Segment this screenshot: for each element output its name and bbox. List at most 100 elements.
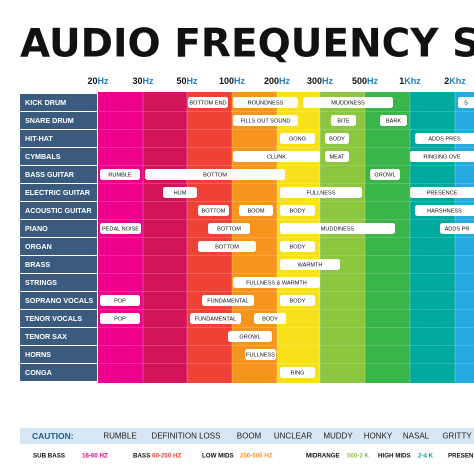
frequency-label: 200Hz	[264, 76, 291, 86]
row-label: PIANO	[25, 224, 48, 233]
tag-box	[331, 115, 356, 126]
frequency-number: 500	[352, 76, 367, 86]
tag-box	[100, 295, 140, 306]
frequency-number: 300	[307, 76, 322, 86]
caution-label: CAUTION:	[32, 431, 74, 441]
tag-label: MUDDINESS	[321, 226, 355, 232]
tag-box	[145, 169, 285, 180]
row-label: HORNS	[25, 350, 51, 359]
range-name: PRESEN	[448, 453, 474, 460]
row-label: HIT-HAT	[25, 134, 53, 143]
row-label: STRINGS	[25, 278, 57, 287]
tag-label: S	[464, 100, 468, 106]
row-label: CYMBALS	[25, 152, 61, 161]
tag-label: BOTTOM	[215, 244, 239, 250]
tag-label: WARMTH	[298, 262, 323, 268]
tag-box	[380, 115, 407, 126]
tag-label: RUMBLE	[108, 172, 132, 178]
title: AUDIO FREQUENCY SPECTRUM	[20, 22, 474, 67]
tag-label: POP	[114, 298, 126, 304]
row-label-cell	[20, 238, 97, 255]
tag-box	[280, 259, 340, 270]
caution-item: MUDDY	[323, 432, 353, 441]
caution-bar	[20, 428, 474, 444]
tag-label: BARK	[386, 118, 402, 124]
spectrum-band	[455, 92, 474, 383]
tag-box	[280, 223, 395, 234]
row-label: BASS GUITAR	[25, 170, 75, 179]
row-label-cell	[20, 202, 97, 219]
tag-box	[370, 169, 400, 180]
tag-label: BITE	[337, 118, 350, 124]
tag-box	[280, 367, 315, 378]
row-label-cell	[20, 94, 97, 111]
tag-box	[190, 313, 241, 324]
tag-label: FULLNESS & WARMTH	[246, 280, 307, 286]
tag-label: BOTTOM END	[189, 100, 226, 106]
tag-label: ROUNDNESS	[248, 100, 284, 106]
tag-label: FUNDAMENTAL	[195, 316, 237, 322]
frequency-label: 2Khz	[444, 76, 466, 86]
row-label: TENOR SAX	[25, 332, 67, 341]
tag-label: BOTTOM	[202, 208, 226, 214]
tag-label: GROWL	[239, 334, 260, 340]
tag-box	[208, 223, 250, 234]
tag-box	[280, 241, 315, 252]
frequency-number: 2	[444, 76, 449, 86]
range-value: 16-60 HZ	[82, 453, 108, 460]
row-label-cell	[20, 364, 97, 381]
tag-label: FULLNESS	[246, 352, 275, 358]
caution-item: RUMBLE	[103, 432, 136, 441]
caution-item: HONKY	[364, 432, 393, 441]
tag-label: BOTTOM	[217, 226, 241, 232]
range-name: SUB BASS	[33, 453, 65, 460]
tag-box	[280, 295, 315, 306]
tag-box	[228, 331, 272, 342]
tag-label: HARSHNESS	[427, 208, 462, 214]
tag-label: POP	[114, 316, 126, 322]
frequency-unit: Hz	[143, 76, 154, 86]
row-label-cell	[20, 112, 97, 129]
row-label: CONGA	[25, 368, 52, 377]
spectrum-band	[365, 92, 410, 383]
tag-label: BOOM	[247, 208, 264, 214]
caution-item: NASAL	[403, 432, 430, 441]
row-label: ELECTRIC GUITAR	[25, 188, 91, 197]
tag-label: BODY	[329, 136, 345, 142]
row-label-cell	[20, 130, 97, 147]
frequency-unit: Hz	[187, 76, 198, 86]
row-label-cell	[20, 184, 97, 201]
frequency-number: 50	[176, 76, 186, 86]
frequency-number: 200	[264, 76, 279, 86]
row-label-cell	[20, 256, 97, 273]
range-value: 500-2 K	[347, 453, 370, 460]
tag-label: FULLNESS	[307, 190, 336, 196]
frequency-number: 100	[219, 76, 234, 86]
tag-label: GONG	[289, 136, 306, 142]
tag-box	[198, 241, 256, 252]
range-value: 60-250 HZ	[152, 453, 181, 460]
spectrum-band	[187, 92, 232, 383]
tag-box	[280, 205, 315, 216]
tag-box	[245, 349, 276, 360]
frequency-unit: Hz	[234, 76, 245, 86]
tag-box	[202, 295, 254, 306]
tag-label: BOTTOM	[203, 172, 227, 178]
tag-label: BODY	[262, 316, 278, 322]
tag-box	[325, 133, 349, 144]
frequency-label: 500Hz	[352, 76, 379, 86]
tag-box	[440, 223, 474, 234]
row-label: TENOR VOCALS	[25, 314, 82, 323]
tag-label: PEDAL NOISE	[102, 226, 139, 232]
frequency-unit: Hz	[279, 76, 290, 86]
tag-label: HUM	[174, 190, 187, 196]
tag-label: RINGING OVE	[423, 154, 461, 160]
spectrum-band	[143, 92, 187, 383]
caution-item: BOOM	[237, 432, 262, 441]
tag-label: BODY	[290, 208, 306, 214]
frequency-label: 20Hz	[87, 76, 109, 86]
range-name: LOW MIDS	[202, 453, 234, 460]
tag-label: GROWL	[374, 172, 395, 178]
tag-label: BODY	[290, 244, 306, 250]
tag-box	[410, 151, 474, 162]
